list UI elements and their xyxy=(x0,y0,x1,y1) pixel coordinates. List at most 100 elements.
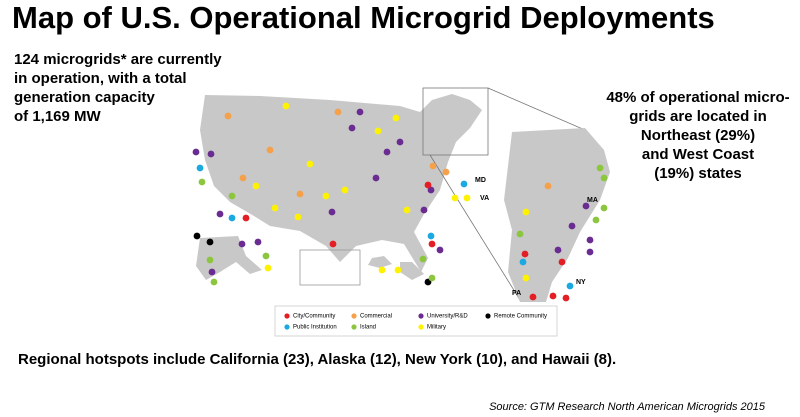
legend-box xyxy=(274,305,558,337)
microgrid-dot xyxy=(419,255,427,263)
microgrid-dot xyxy=(348,124,356,132)
microgrid-dot xyxy=(424,181,432,189)
source: Source: GTM Research North American Micr… xyxy=(489,401,766,413)
note-line: 124 microgrids* are currently xyxy=(14,51,222,68)
microgrid-dot xyxy=(568,222,576,230)
right-note: 48% of operational micro-grids are locat… xyxy=(606,89,789,182)
hawaii xyxy=(368,256,392,268)
microgrid-dot xyxy=(341,186,349,194)
microgrid-dot xyxy=(582,202,590,210)
microgrid-dot xyxy=(519,258,527,266)
legend-label: Commercial xyxy=(360,314,392,320)
microgrid-dot xyxy=(592,216,600,224)
microgrid-dot xyxy=(516,230,524,238)
microgrid-dot xyxy=(254,238,262,246)
legend-swatch xyxy=(284,324,290,330)
hawaii xyxy=(400,262,424,280)
microgrid-dot xyxy=(228,192,236,200)
legend-swatch xyxy=(351,313,357,319)
microgrid-dot xyxy=(392,114,400,122)
microgrid-dot xyxy=(521,250,529,258)
microgrid-dot xyxy=(306,160,314,168)
microgrid-dot xyxy=(442,168,450,176)
note-line: 48% of operational micro- xyxy=(606,89,789,106)
microgrid-dot xyxy=(196,164,204,172)
microgrid-dot xyxy=(522,274,530,282)
microgrid-dot xyxy=(378,266,386,274)
zoom-line xyxy=(487,87,586,131)
legend-swatch xyxy=(284,313,290,319)
microgrid-dot xyxy=(558,258,566,266)
legend-label: Public Institution xyxy=(293,325,337,331)
microgrid-dot xyxy=(428,240,436,248)
microgrid-dot xyxy=(436,246,444,254)
note-line: generation capacity xyxy=(14,89,156,106)
note-line: grids are located in xyxy=(629,108,767,125)
title: Map of U.S. Operational Microgrid Deploy… xyxy=(12,0,715,35)
microgrid-dot xyxy=(372,174,380,182)
microgrid-dot xyxy=(252,182,260,190)
legend-swatch xyxy=(418,324,424,330)
hawaii-box xyxy=(299,249,361,286)
microgrid-dot xyxy=(396,138,404,146)
left-note: 124 microgrids* are currently in operatio… xyxy=(14,51,222,125)
state-label: VA xyxy=(480,195,489,202)
microgrid-dot xyxy=(566,282,574,290)
legend: City/Community Commercial University/R&D Re… xyxy=(284,313,547,331)
note-line: (19%) states xyxy=(654,165,742,182)
microgrid-dot xyxy=(206,256,214,264)
microgrid-dot xyxy=(238,240,246,248)
microgrid-dot xyxy=(266,146,274,154)
microgrid-dot xyxy=(544,182,552,190)
microgrid-dot xyxy=(329,240,337,248)
microgrid-dot xyxy=(463,194,471,202)
microgrid-dot xyxy=(428,274,436,282)
microgrid-dot xyxy=(228,214,236,222)
microgrid-dot xyxy=(322,192,330,200)
hotspots: Regional hotspots include California (23… xyxy=(18,351,616,368)
microgrid-dot xyxy=(403,206,411,214)
microgrid-dot xyxy=(296,190,304,198)
microgrid-dot xyxy=(522,208,530,216)
note-line: of 1,169 MW xyxy=(14,108,102,125)
state-label: PA xyxy=(512,290,521,297)
microgrid-dot xyxy=(207,150,215,158)
microgrid-dot xyxy=(420,206,428,214)
microgrid-dot xyxy=(529,293,537,301)
microgrid-dot xyxy=(374,127,382,135)
microgrid-dot xyxy=(600,174,608,182)
us-mainland xyxy=(200,94,482,272)
legend-swatch xyxy=(418,313,424,319)
state-label: MA xyxy=(587,197,598,204)
legend-label: City/Community xyxy=(293,314,335,320)
microgrid-dot xyxy=(282,102,290,110)
microgrid-dot xyxy=(216,210,224,218)
legend-label: University/R&D xyxy=(427,314,468,320)
microgrid-dot xyxy=(206,238,214,246)
microgrid-dot xyxy=(356,108,364,116)
microgrid-dot xyxy=(394,266,402,274)
map xyxy=(196,87,610,302)
northeast-inset xyxy=(504,128,610,302)
note-line: in operation, with a total xyxy=(14,70,187,87)
microgrid-dot xyxy=(427,186,435,194)
note-line: and West Coast xyxy=(642,146,754,163)
legend-swatch xyxy=(351,324,357,330)
microgrid-dot xyxy=(192,148,200,156)
zoom-line xyxy=(429,154,521,301)
microgrid-dot xyxy=(562,294,570,302)
microgrid-dot xyxy=(193,232,201,240)
microgrid-dot xyxy=(271,204,279,212)
microgrid-dot xyxy=(427,232,435,240)
microgrid-dot xyxy=(224,112,232,120)
microgrid-dot xyxy=(383,148,391,156)
microgrid-dot xyxy=(198,178,206,186)
microgrid-dot xyxy=(596,164,604,172)
microgrid-dot xyxy=(586,248,594,256)
state-label: MD xyxy=(475,177,486,184)
microgrid-dot xyxy=(328,208,336,216)
legend-label: Military xyxy=(427,325,446,331)
microgrid-dot xyxy=(334,108,342,116)
note-line: Northeast (29%) xyxy=(641,127,755,144)
microgrid-dot xyxy=(600,204,608,212)
